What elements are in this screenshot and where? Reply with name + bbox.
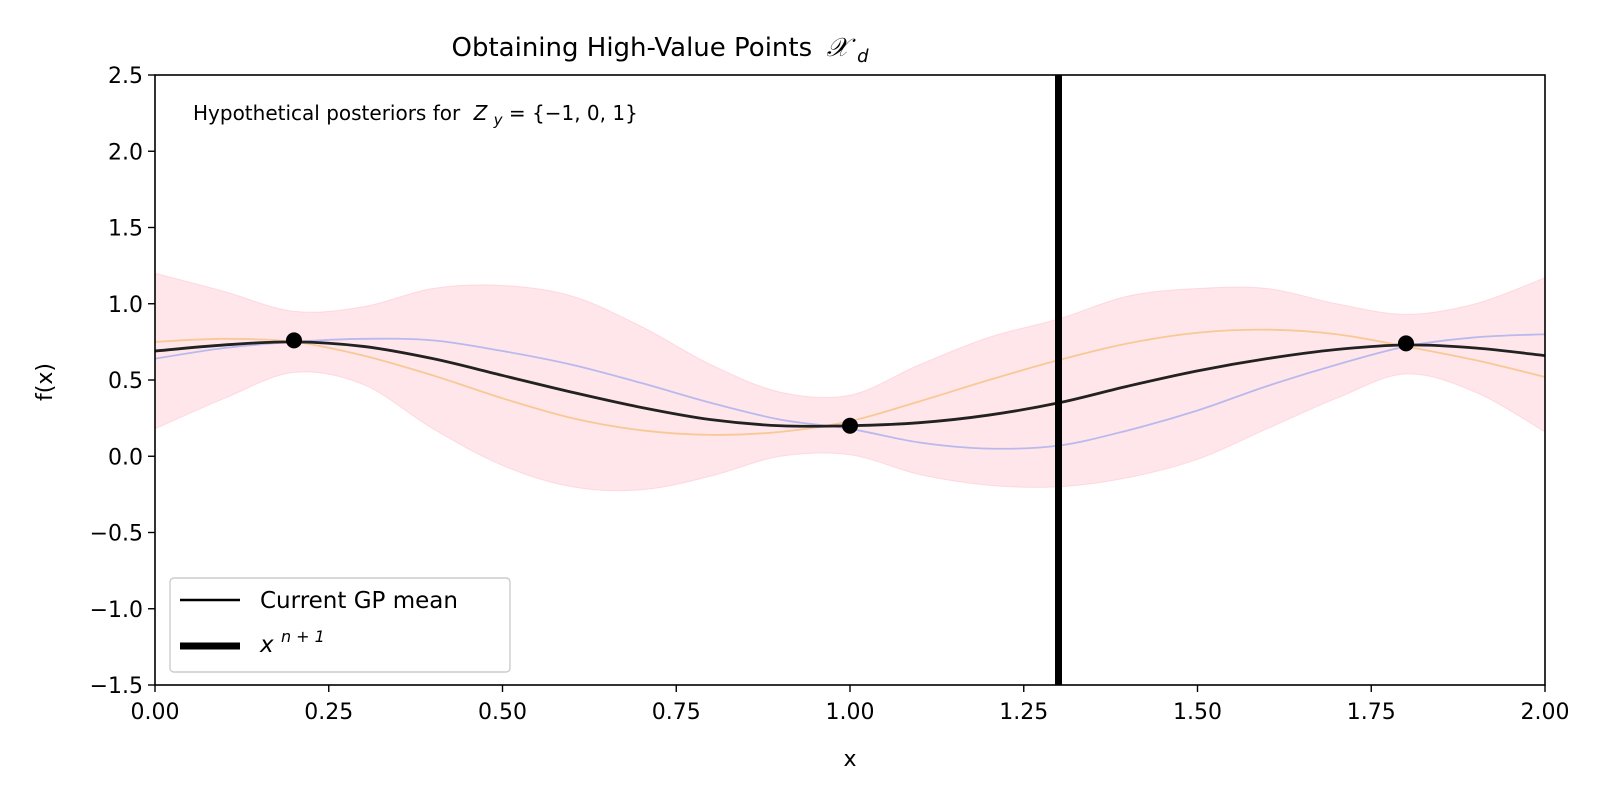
chart-title-text: Obtaining High-Value Points xyxy=(452,33,813,63)
x-tick-label: 0.75 xyxy=(652,700,701,725)
y-tick-label: 1.0 xyxy=(108,293,143,318)
chart-title: Obtaining High-Value Points 𝒳 d xyxy=(452,33,870,67)
legend-label-gp-mean: Current GP mean xyxy=(260,588,458,614)
svg-text:Obtaining High-Value Points: Obtaining High-Value Points 𝒳 d xyxy=(452,33,870,67)
y-tick-label: 2.5 xyxy=(108,64,143,89)
x-tick-label: 1.50 xyxy=(1173,700,1222,725)
legend-label-next-point-sup: n + 1 xyxy=(281,627,325,646)
legend-label-next-point: x n + 1 xyxy=(259,627,325,658)
x-tick-label: 2.00 xyxy=(1521,700,1570,725)
x-tick-label: 1.00 xyxy=(826,700,875,725)
annotation-math-var: Z xyxy=(473,101,489,125)
chart-title-subscript: d xyxy=(857,46,869,67)
annotation: Hypothetical posteriors for Z y = {−1, 0… xyxy=(193,101,638,130)
legend-box xyxy=(169,577,511,673)
y-tick-label: 0.0 xyxy=(108,445,143,470)
y-axis-label: f(x) xyxy=(33,363,58,401)
x-tick-label: 1.25 xyxy=(999,700,1048,725)
x-tick-label: 0.00 xyxy=(131,700,180,725)
confidence-band xyxy=(154,272,1546,492)
legend: Current GP mean x n + 1 xyxy=(169,577,511,673)
observation-point xyxy=(286,332,302,349)
x-tick-label: 0.25 xyxy=(304,700,353,725)
observation-point xyxy=(842,417,858,434)
axes-frame xyxy=(154,74,1546,686)
x-tick-label: 0.50 xyxy=(478,700,527,725)
annotation-text: Hypothetical posteriors for xyxy=(193,101,461,125)
x-tick-label: 1.75 xyxy=(1347,700,1396,725)
annotation-math-sub: y xyxy=(493,111,504,129)
y-tick-label: 0.5 xyxy=(108,369,143,394)
chart-title-symbol: 𝒳 xyxy=(826,33,856,63)
y-tick-label: −1.5 xyxy=(90,674,143,699)
y-tick-label: 1.5 xyxy=(108,217,143,242)
y-tick-label: −0.5 xyxy=(90,522,143,547)
y-tick-label: −1.0 xyxy=(90,598,143,623)
legend-label-next-point-base: x xyxy=(259,632,274,658)
x-axis-label: x xyxy=(843,747,856,772)
annotation-math-rest: = {−1, 0, 1} xyxy=(509,101,638,125)
observation-point xyxy=(1398,335,1414,352)
y-tick-label: 2.0 xyxy=(108,140,143,165)
